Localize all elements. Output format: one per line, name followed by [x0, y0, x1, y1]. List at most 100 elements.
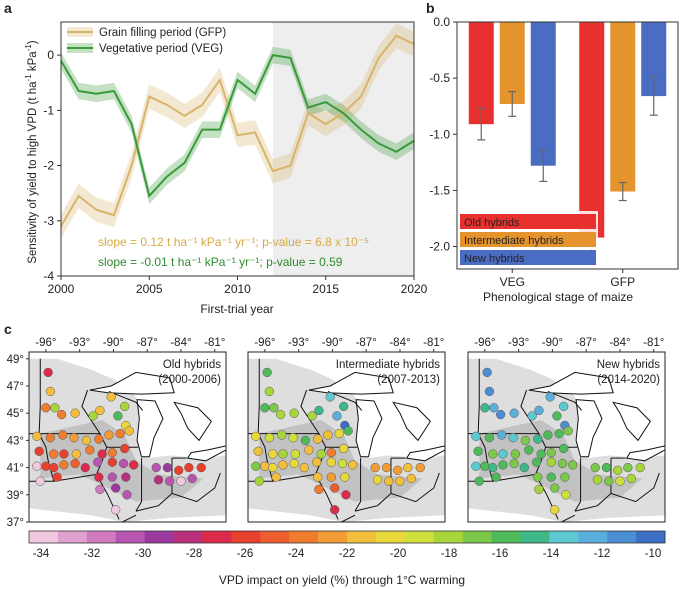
colorbar-cell	[520, 531, 550, 543]
site-point	[332, 411, 342, 421]
state-border-9	[574, 472, 660, 512]
lon-tick-label: -81°	[423, 337, 444, 349]
site-point	[312, 457, 322, 467]
site-point	[50, 403, 60, 413]
colorbar-tick-label: -26	[237, 548, 254, 560]
lat-tick-label: 43°	[7, 435, 24, 447]
panel-a-xlabel: First-trial year	[200, 302, 273, 316]
site-point	[326, 447, 336, 458]
site-point	[95, 484, 105, 495]
site-point	[115, 428, 125, 439]
site-point	[275, 409, 286, 420]
lon-tick-label: -84°	[389, 337, 410, 349]
site-point	[491, 472, 501, 482]
site-point	[536, 449, 546, 459]
site-point	[568, 460, 578, 470]
lake-michigan	[136, 399, 164, 458]
lon-tick-label: -96°	[35, 337, 56, 349]
legend: Old hybrids Intermediate hybrids New hybri…	[458, 211, 598, 267]
series-lines	[60, 34, 415, 227]
site-point	[339, 443, 349, 454]
site-point	[56, 409, 67, 420]
state-border-9	[354, 472, 440, 512]
map-title: Intermediate hybrids	[336, 359, 440, 371]
colorbar-cell	[231, 531, 261, 543]
state-border-0	[257, 358, 260, 434]
site-point	[260, 403, 270, 413]
site-point	[268, 449, 278, 459]
site-point	[122, 490, 132, 500]
site-point	[498, 460, 508, 470]
colorbar-cell	[404, 531, 435, 543]
lon-tick-label: -87°	[576, 337, 597, 349]
site-point	[289, 458, 299, 469]
site-point	[121, 472, 131, 482]
state-border-11	[327, 390, 363, 411]
site-point	[604, 476, 614, 486]
site-point	[559, 401, 569, 412]
lon-tick-label: -81°	[643, 337, 664, 349]
site-point	[260, 461, 270, 471]
map-title: Old hybrids	[163, 359, 221, 371]
bar-gfp-0	[579, 22, 605, 238]
y-tick-label: -2	[43, 159, 54, 173]
bar-veg-1	[499, 22, 525, 104]
site-point	[554, 428, 564, 439]
site-point	[176, 476, 186, 486]
state-border-0	[38, 358, 41, 434]
ci-band-0	[61, 23, 414, 239]
colorbar-cell	[607, 531, 637, 543]
colorbar-frame	[28, 530, 666, 544]
lon-tick-label: -93°	[508, 337, 529, 349]
legend: Grain filling period (GFP) Vegetative per…	[67, 27, 226, 55]
site-point	[58, 430, 68, 440]
site-point	[406, 473, 416, 484]
site-point	[615, 476, 625, 486]
site-point	[480, 461, 490, 471]
x-tick-label: 2020	[401, 282, 428, 296]
site-point	[484, 433, 495, 443]
state-border-6	[354, 458, 362, 512]
site-point	[635, 462, 645, 473]
site-point	[314, 405, 324, 416]
colorbar-cell	[202, 531, 232, 543]
panel-c-maps: Old hybrids (2000-2006) -96° -93° -90° -87° -8…	[7, 337, 666, 529]
site-point	[339, 401, 349, 412]
axes: VEG GFP 0.0 -0.5 -1.0 -1.5 -2.0	[429, 15, 635, 289]
site-point	[94, 472, 104, 482]
lat-tick-label: 37°	[7, 517, 24, 529]
site-point	[343, 426, 353, 436]
site-point	[107, 472, 117, 482]
colorbar-tick-label: -10	[645, 548, 662, 560]
site-point	[184, 462, 194, 473]
site-point	[543, 430, 553, 440]
site-point	[300, 435, 311, 446]
colorbar-cell	[578, 531, 608, 543]
lon-tick-label: -90°	[542, 337, 563, 349]
site-point	[107, 457, 117, 467]
colorbar-cell	[86, 531, 117, 543]
site-point	[95, 405, 105, 416]
site-point	[288, 433, 298, 443]
colorbar-tick-label: -34	[33, 548, 50, 560]
colorbar-cell	[289, 531, 319, 543]
map-frame	[28, 351, 227, 523]
legend-swatch	[460, 214, 596, 229]
colorbar-cell	[318, 531, 348, 543]
site-point	[488, 462, 498, 473]
site-point	[393, 465, 403, 475]
map-period: (2014-2020)	[597, 374, 660, 386]
colorbar-cell	[144, 531, 174, 543]
site-point	[71, 449, 81, 459]
site-point	[384, 476, 394, 486]
site-point	[524, 445, 534, 455]
site-point	[113, 411, 123, 421]
site-point	[395, 476, 405, 486]
x-tick-label: 2005	[136, 282, 163, 296]
site-point	[81, 435, 92, 446]
site-point	[559, 443, 569, 454]
map-frame	[247, 351, 446, 523]
site-point	[264, 386, 275, 397]
site-point	[59, 460, 69, 470]
site-point	[534, 484, 544, 495]
